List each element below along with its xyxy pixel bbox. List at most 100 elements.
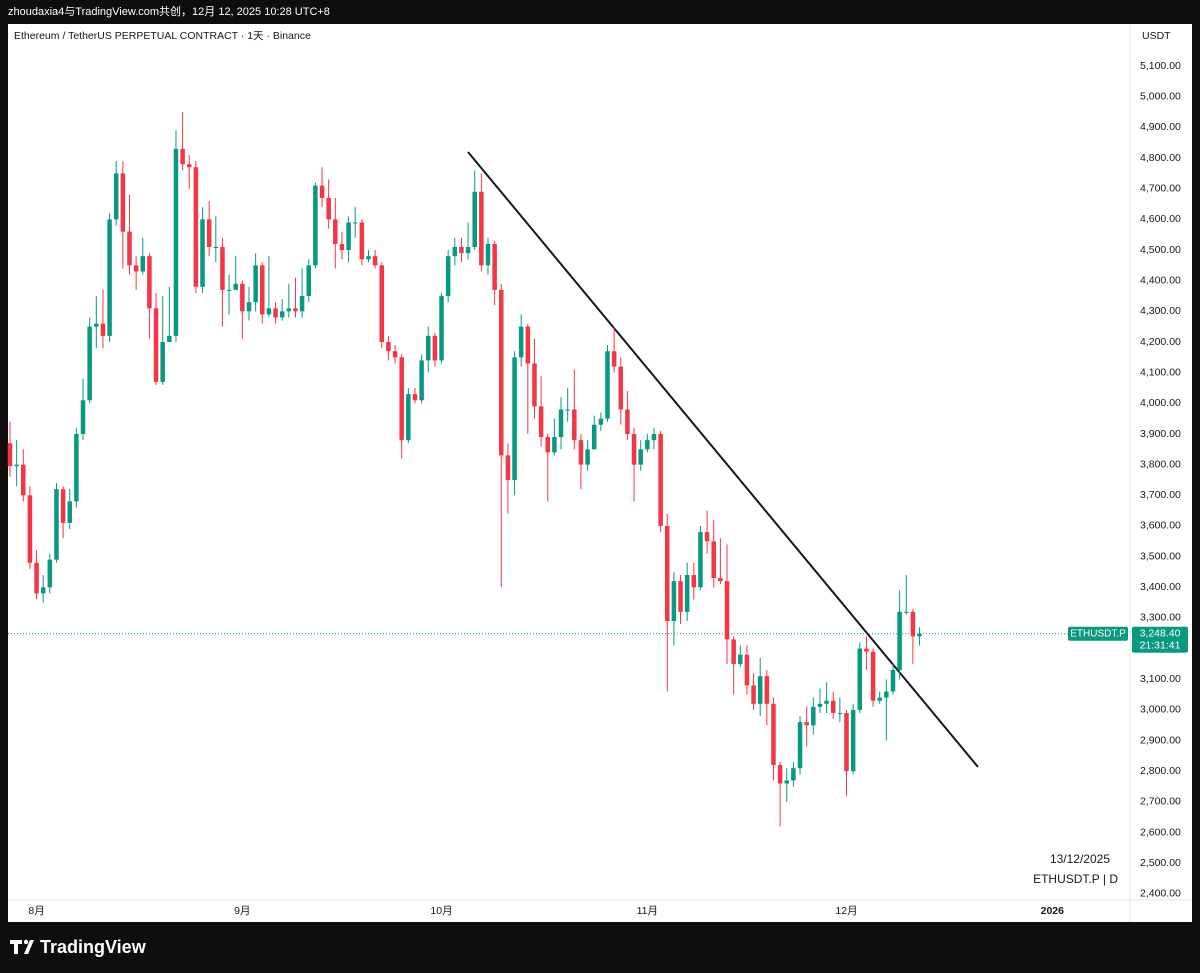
y-tick-label: 4,600.00 bbox=[1140, 213, 1181, 225]
candle-body bbox=[711, 541, 716, 579]
candle-body bbox=[904, 611, 909, 613]
candle-body bbox=[167, 335, 172, 343]
y-tick-label: 3,000.00 bbox=[1140, 704, 1181, 716]
candle-body bbox=[226, 289, 232, 291]
candle-body bbox=[565, 409, 570, 411]
candle-body bbox=[133, 265, 139, 272]
candle-body bbox=[47, 559, 53, 588]
candle-body bbox=[698, 532, 703, 588]
candle-body bbox=[784, 780, 790, 784]
candle-body bbox=[844, 712, 849, 772]
candle-body bbox=[744, 654, 750, 686]
candle-body bbox=[804, 722, 809, 726]
candle-body bbox=[386, 342, 391, 352]
candle-body bbox=[771, 703, 776, 766]
top-bar-text: zhoudaxia4与TradingView.com共创，12月 12, 202… bbox=[8, 5, 330, 18]
candle-body bbox=[113, 173, 119, 220]
candle-body bbox=[206, 219, 212, 247]
y-axis-label: USDT bbox=[1142, 30, 1171, 42]
y-tick-label: 3,100.00 bbox=[1140, 673, 1181, 685]
candle-body bbox=[797, 722, 803, 769]
candle-body bbox=[791, 768, 796, 781]
candle-body bbox=[459, 246, 464, 254]
candle-body bbox=[850, 709, 856, 772]
candle-body bbox=[120, 173, 126, 232]
annotation-date: 13/12/2025 bbox=[1050, 852, 1110, 866]
candle-body bbox=[432, 335, 438, 361]
candle-body bbox=[240, 283, 245, 312]
logo-icon bbox=[10, 940, 34, 954]
candle-body bbox=[326, 197, 331, 220]
candle-body bbox=[293, 308, 298, 312]
candle-body bbox=[21, 464, 26, 496]
candle-body bbox=[678, 581, 683, 612]
candles bbox=[7, 112, 922, 827]
candle-body bbox=[525, 326, 531, 364]
candle-body bbox=[147, 256, 152, 309]
candle-body bbox=[266, 308, 272, 315]
candle-body bbox=[279, 311, 285, 318]
candle-body bbox=[60, 489, 66, 523]
candle-body bbox=[591, 424, 597, 450]
candle-body bbox=[213, 246, 219, 248]
candle-body bbox=[884, 691, 889, 698]
candle-body bbox=[512, 357, 517, 480]
candle-body bbox=[684, 575, 690, 612]
candle-body bbox=[299, 296, 305, 312]
candle-body bbox=[499, 289, 504, 456]
candle-body bbox=[94, 323, 99, 327]
candle-body bbox=[127, 231, 132, 266]
candle-body bbox=[445, 256, 451, 297]
x-tick-label: 12月 bbox=[835, 905, 857, 917]
candle-body bbox=[180, 148, 185, 165]
candle-body bbox=[220, 246, 225, 290]
x-tick-label: 9月 bbox=[234, 905, 250, 917]
candle-body bbox=[419, 360, 424, 401]
candle-body bbox=[100, 323, 106, 336]
candle-body bbox=[811, 706, 816, 726]
candle-body bbox=[439, 296, 444, 361]
candle-body bbox=[286, 308, 292, 312]
candle-body bbox=[339, 243, 345, 251]
candle-body bbox=[54, 489, 59, 560]
candle-body bbox=[273, 308, 278, 318]
x-tick-label: 11月 bbox=[637, 905, 658, 917]
candle-body bbox=[538, 406, 544, 438]
y-tick-label: 3,400.00 bbox=[1140, 581, 1181, 593]
candle-body bbox=[757, 676, 763, 704]
y-tick-label: 2,700.00 bbox=[1140, 796, 1181, 808]
candle-body bbox=[412, 394, 418, 401]
candle-body bbox=[864, 648, 869, 652]
y-tick-label: 4,200.00 bbox=[1140, 336, 1181, 348]
candle-body bbox=[558, 409, 564, 438]
candle-body bbox=[160, 342, 165, 382]
candle-body bbox=[817, 703, 823, 707]
candle-body bbox=[80, 400, 86, 434]
candle-body bbox=[346, 222, 351, 251]
tradingview-logo: TradingView bbox=[10, 937, 147, 957]
countdown-label: 21:31:41 bbox=[1140, 640, 1181, 652]
candle-body bbox=[738, 654, 743, 664]
footer-brand: TradingView bbox=[40, 937, 147, 957]
candle-body bbox=[751, 685, 756, 704]
candle-body bbox=[897, 611, 902, 671]
candle-body bbox=[611, 351, 617, 367]
candle-body bbox=[313, 185, 318, 266]
y-tick-label: 4,300.00 bbox=[1140, 305, 1181, 317]
candle-body bbox=[452, 246, 458, 257]
candle-body bbox=[764, 676, 770, 704]
candle-body bbox=[631, 433, 637, 465]
x-tick-label: 2026 bbox=[1041, 905, 1065, 917]
candle-body bbox=[87, 326, 92, 401]
candle-body bbox=[472, 191, 477, 247]
candle-body bbox=[910, 611, 916, 637]
candle-body bbox=[7, 443, 13, 467]
y-tick-label: 2,400.00 bbox=[1140, 888, 1181, 900]
candle-body bbox=[319, 185, 325, 198]
y-tick-label: 3,300.00 bbox=[1140, 612, 1181, 624]
candle-body bbox=[333, 219, 338, 244]
candle-body bbox=[253, 265, 258, 303]
candle-body bbox=[877, 697, 882, 701]
candle-body bbox=[246, 302, 252, 312]
